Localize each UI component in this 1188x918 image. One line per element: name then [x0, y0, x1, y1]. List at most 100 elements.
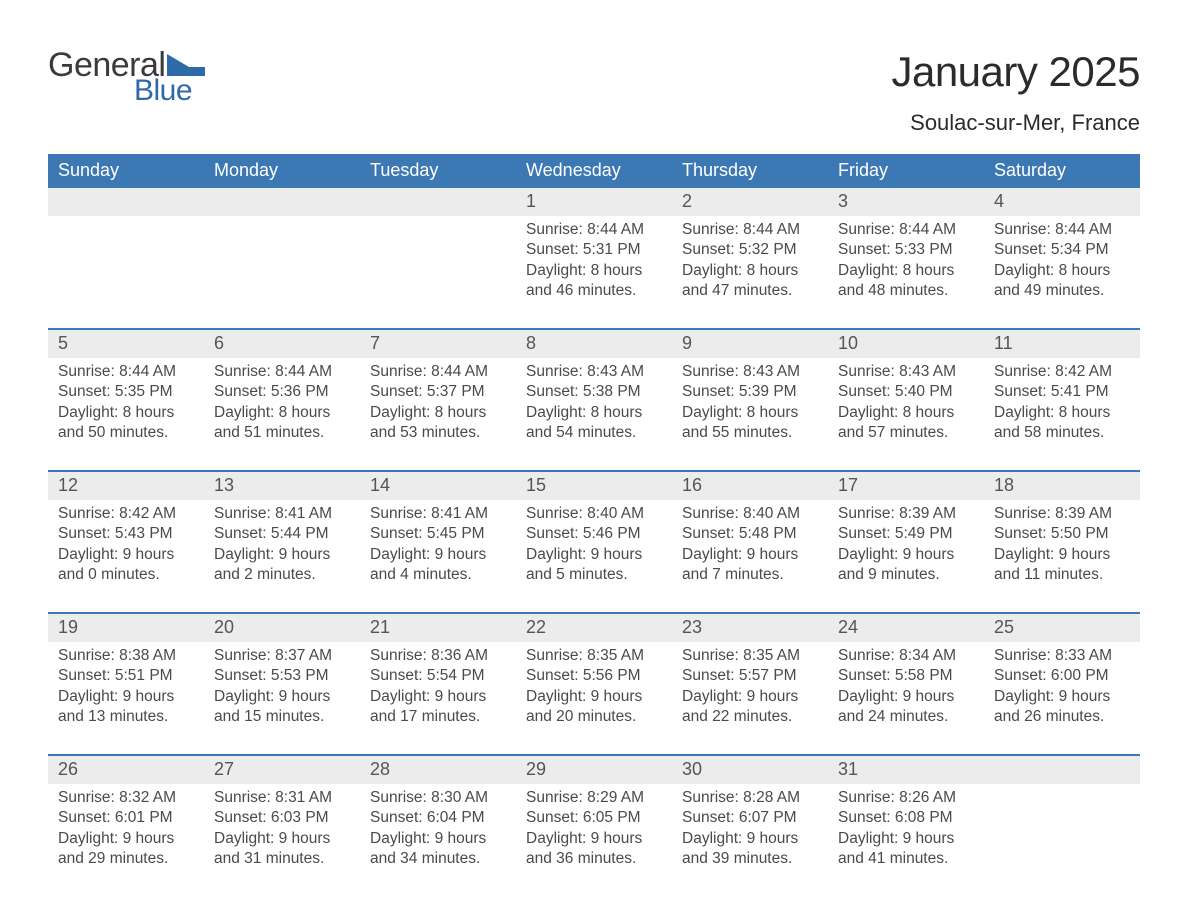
daylight-line-2: and 13 minutes. [58, 707, 194, 727]
sunrise-line: Sunrise: 8:36 AM [370, 646, 506, 666]
day-number [48, 188, 204, 216]
day-number: 15 [516, 472, 672, 500]
sunset-line: Sunset: 5:40 PM [838, 382, 974, 402]
day-content-row: Sunrise: 8:44 AMSunset: 5:31 PMDaylight:… [48, 216, 1140, 328]
day-number: 12 [48, 472, 204, 500]
sunset-line: Sunset: 5:41 PM [994, 382, 1130, 402]
day-header: Sunday [48, 154, 204, 188]
day-header: Saturday [984, 154, 1140, 188]
daylight-line-2: and 4 minutes. [370, 565, 506, 585]
day-cell: Sunrise: 8:31 AMSunset: 6:03 PMDaylight:… [204, 784, 360, 896]
day-number: 23 [672, 614, 828, 642]
day-cell: Sunrise: 8:28 AMSunset: 6:07 PMDaylight:… [672, 784, 828, 896]
day-cell: Sunrise: 8:43 AMSunset: 5:38 PMDaylight:… [516, 358, 672, 470]
daylight-line-1: Daylight: 9 hours [214, 687, 350, 707]
day-number: 24 [828, 614, 984, 642]
daylight-line-1: Daylight: 9 hours [58, 687, 194, 707]
calendar-week: 1234Sunrise: 8:44 AMSunset: 5:31 PMDayli… [48, 188, 1140, 328]
sunrise-line: Sunrise: 8:33 AM [994, 646, 1130, 666]
day-header: Friday [828, 154, 984, 188]
sunrise-line: Sunrise: 8:35 AM [526, 646, 662, 666]
daylight-line-2: and 47 minutes. [682, 281, 818, 301]
daylight-line-2: and 54 minutes. [526, 423, 662, 443]
sunset-line: Sunset: 5:48 PM [682, 524, 818, 544]
day-number: 18 [984, 472, 1140, 500]
page-title: January 2025 [891, 48, 1140, 96]
day-cell [984, 784, 1140, 896]
daylight-line-2: and 57 minutes. [838, 423, 974, 443]
sunset-line: Sunset: 5:36 PM [214, 382, 350, 402]
sunset-line: Sunset: 6:07 PM [682, 808, 818, 828]
sunset-line: Sunset: 6:05 PM [526, 808, 662, 828]
daylight-line-1: Daylight: 9 hours [682, 545, 818, 565]
day-number: 3 [828, 188, 984, 216]
sunset-line: Sunset: 5:50 PM [994, 524, 1130, 544]
day-cell: Sunrise: 8:36 AMSunset: 5:54 PMDaylight:… [360, 642, 516, 754]
calendar-header-row: Sunday Monday Tuesday Wednesday Thursday… [48, 154, 1140, 188]
sunset-line: Sunset: 5:43 PM [58, 524, 194, 544]
day-header: Wednesday [516, 154, 672, 188]
day-cell [204, 216, 360, 328]
day-cell: Sunrise: 8:44 AMSunset: 5:32 PMDaylight:… [672, 216, 828, 328]
title-block: January 2025 Soulac-sur-Mer, France [891, 48, 1140, 136]
daylight-line-2: and 48 minutes. [838, 281, 974, 301]
daylight-line-2: and 22 minutes. [682, 707, 818, 727]
day-cell: Sunrise: 8:29 AMSunset: 6:05 PMDaylight:… [516, 784, 672, 896]
daylight-line-1: Daylight: 8 hours [838, 261, 974, 281]
sunrise-line: Sunrise: 8:41 AM [214, 504, 350, 524]
day-cell: Sunrise: 8:34 AMSunset: 5:58 PMDaylight:… [828, 642, 984, 754]
sunrise-line: Sunrise: 8:44 AM [526, 220, 662, 240]
day-number: 20 [204, 614, 360, 642]
day-number: 26 [48, 756, 204, 784]
sunset-line: Sunset: 5:44 PM [214, 524, 350, 544]
daylight-line-1: Daylight: 9 hours [838, 545, 974, 565]
daylight-line-1: Daylight: 9 hours [526, 829, 662, 849]
daylight-line-2: and 5 minutes. [526, 565, 662, 585]
sunset-line: Sunset: 5:31 PM [526, 240, 662, 260]
daylight-line-2: and 41 minutes. [838, 849, 974, 869]
daylight-line-1: Daylight: 9 hours [526, 687, 662, 707]
sunrise-line: Sunrise: 8:40 AM [526, 504, 662, 524]
day-cell: Sunrise: 8:43 AMSunset: 5:40 PMDaylight:… [828, 358, 984, 470]
day-cell: Sunrise: 8:40 AMSunset: 5:48 PMDaylight:… [672, 500, 828, 612]
day-header: Monday [204, 154, 360, 188]
calendar-week: 262728293031Sunrise: 8:32 AMSunset: 6:01… [48, 754, 1140, 896]
day-number: 29 [516, 756, 672, 784]
daylight-line-2: and 58 minutes. [994, 423, 1130, 443]
sunset-line: Sunset: 6:08 PM [838, 808, 974, 828]
day-number: 30 [672, 756, 828, 784]
daylight-line-2: and 2 minutes. [214, 565, 350, 585]
day-number-row: 12131415161718 [48, 472, 1140, 500]
daylight-line-1: Daylight: 8 hours [526, 261, 662, 281]
sunset-line: Sunset: 5:49 PM [838, 524, 974, 544]
day-cell: Sunrise: 8:40 AMSunset: 5:46 PMDaylight:… [516, 500, 672, 612]
sunset-line: Sunset: 6:03 PM [214, 808, 350, 828]
daylight-line-1: Daylight: 8 hours [682, 403, 818, 423]
top-bar: General Blue January 2025 Soulac-sur-Mer… [48, 48, 1140, 136]
day-number-row: 19202122232425 [48, 614, 1140, 642]
day-cell: Sunrise: 8:39 AMSunset: 5:49 PMDaylight:… [828, 500, 984, 612]
day-cell: Sunrise: 8:32 AMSunset: 6:01 PMDaylight:… [48, 784, 204, 896]
day-header: Tuesday [360, 154, 516, 188]
daylight-line-1: Daylight: 9 hours [370, 687, 506, 707]
daylight-line-1: Daylight: 8 hours [994, 261, 1130, 281]
daylight-line-1: Daylight: 9 hours [214, 545, 350, 565]
sunset-line: Sunset: 5:32 PM [682, 240, 818, 260]
sunrise-line: Sunrise: 8:34 AM [838, 646, 974, 666]
daylight-line-1: Daylight: 8 hours [370, 403, 506, 423]
daylight-line-2: and 11 minutes. [994, 565, 1130, 585]
brand-logo: General Blue [48, 48, 205, 106]
sunrise-line: Sunrise: 8:43 AM [682, 362, 818, 382]
day-cell [48, 216, 204, 328]
day-cell: Sunrise: 8:33 AMSunset: 6:00 PMDaylight:… [984, 642, 1140, 754]
day-cell: Sunrise: 8:35 AMSunset: 5:56 PMDaylight:… [516, 642, 672, 754]
sunset-line: Sunset: 6:01 PM [58, 808, 194, 828]
day-cell: Sunrise: 8:42 AMSunset: 5:41 PMDaylight:… [984, 358, 1140, 470]
sunrise-line: Sunrise: 8:29 AM [526, 788, 662, 808]
page: General Blue January 2025 Soulac-sur-Mer… [0, 0, 1188, 896]
daylight-line-2: and 9 minutes. [838, 565, 974, 585]
day-number: 22 [516, 614, 672, 642]
daylight-line-2: and 0 minutes. [58, 565, 194, 585]
sunset-line: Sunset: 5:37 PM [370, 382, 506, 402]
sunset-line: Sunset: 5:56 PM [526, 666, 662, 686]
